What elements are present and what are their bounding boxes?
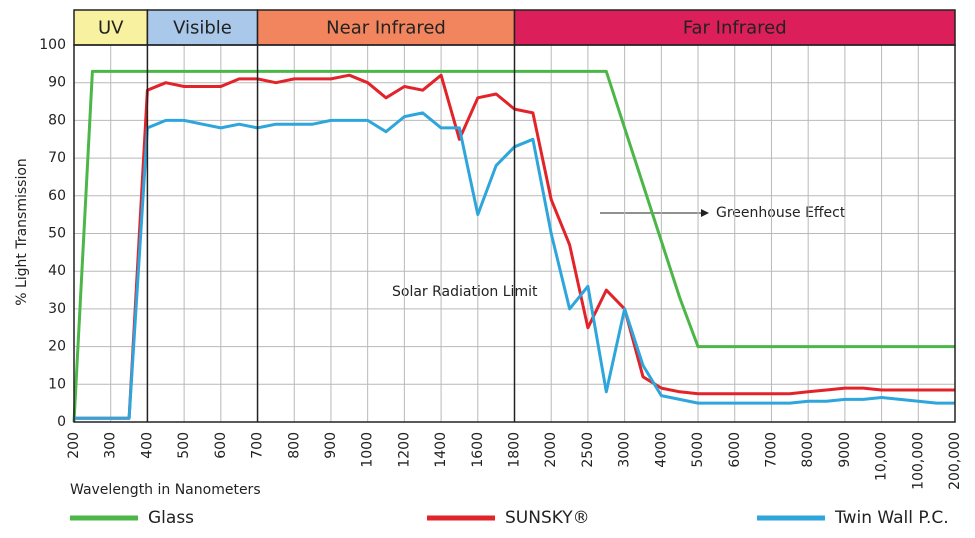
x-tick-label: 6000 [727, 432, 743, 468]
y-tick-label: 100 [39, 37, 66, 53]
x-tick-label: 5000 [690, 432, 706, 468]
x-tick-label: 200 [66, 432, 82, 459]
x-tick-label: 700 [250, 432, 266, 459]
y-tick-label: 40 [48, 263, 66, 279]
legend-label: Twin Wall P.C. [834, 508, 949, 528]
y-tick-label: 0 [57, 414, 66, 430]
x-axis-label: Wavelength in Nanometers [70, 482, 261, 498]
x-tick-label: 1000 [360, 432, 376, 468]
band [256, 9, 516, 46]
band-label: UV [98, 18, 124, 39]
y-tick-label: 90 [48, 75, 66, 91]
x-tick-label: 1600 [470, 432, 486, 468]
x-tick-label: 500 [176, 432, 192, 459]
y-tick-label: 80 [48, 112, 66, 128]
x-tick-label: 900 [323, 432, 339, 459]
band-label: Near Infrared [326, 18, 446, 39]
band-label: Far Infrared [683, 18, 787, 39]
legend-label: Glass [148, 508, 194, 528]
frame: UV Visible Near Infrared Far Infrared [73, 9, 956, 423]
y-tick-label: 70 [48, 150, 66, 166]
annotation: Solar Radiation Limit [392, 284, 538, 300]
x-tick-label: 1400 [433, 432, 449, 468]
y-tick-label: 30 [48, 301, 66, 317]
x-tick-label: 10,000 [874, 432, 890, 481]
plot-frame [73, 44, 956, 423]
y-tick-label: 10 [48, 376, 66, 392]
x-tick-label: 1800 [507, 432, 523, 468]
y-tick-label: 20 [48, 339, 66, 355]
x-tick-label: 400 [139, 432, 155, 459]
x-tick-label: 300 [103, 432, 119, 459]
x-tick-label: 200,000 [947, 432, 963, 490]
x-tick-label: 7000 [763, 432, 779, 468]
legend-label: SUNSKY® [505, 508, 590, 528]
x-tick-label: 2500 [580, 432, 596, 468]
x-tick-label: 100,000 [910, 432, 926, 490]
x-tick-label: 4000 [653, 432, 669, 468]
x-tick-label: 8000 [800, 432, 816, 468]
y-tick-label: 50 [48, 226, 66, 242]
band [73, 9, 149, 46]
x-tick-label: 800 [286, 432, 302, 459]
y-axis-label: % Light Transmission [14, 158, 30, 306]
x-tick-label: 600 [213, 432, 229, 459]
y-tick-label: 60 [48, 188, 66, 204]
x-tick-label: 1200 [396, 432, 412, 468]
x-tick-label: 2000 [543, 432, 559, 468]
x-tick-label: 3000 [617, 432, 633, 468]
annotation: Greenhouse Effect [716, 205, 846, 221]
band-label: Visible [173, 18, 232, 39]
x-tick-label: 9000 [837, 432, 853, 468]
